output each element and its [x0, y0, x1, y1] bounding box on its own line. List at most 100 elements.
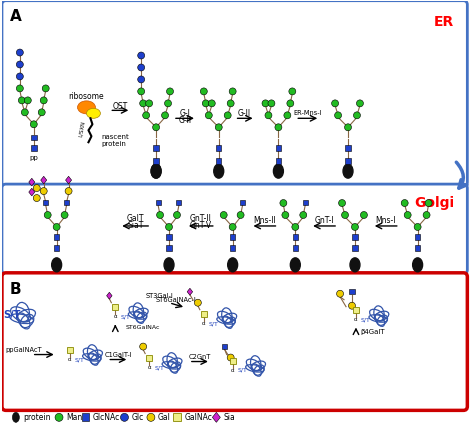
Circle shape	[335, 112, 342, 119]
Circle shape	[18, 97, 25, 104]
Circle shape	[44, 212, 51, 218]
Polygon shape	[187, 288, 192, 295]
Text: Mns-I: Mns-I	[375, 216, 396, 225]
Circle shape	[345, 124, 352, 131]
Bar	[276, 145, 281, 151]
Bar	[216, 145, 221, 151]
Bar	[146, 355, 152, 360]
Text: β4GalT: β4GalT	[360, 329, 384, 335]
Circle shape	[166, 88, 173, 95]
Circle shape	[227, 100, 234, 107]
Text: G-II: G-II	[178, 116, 191, 125]
Circle shape	[220, 212, 227, 218]
Circle shape	[414, 224, 421, 230]
Ellipse shape	[164, 258, 174, 272]
Circle shape	[202, 100, 210, 107]
Text: S/T: S/T	[120, 314, 130, 319]
Polygon shape	[212, 412, 220, 422]
Text: S/T: S/T	[3, 310, 20, 319]
Circle shape	[42, 85, 49, 92]
Circle shape	[205, 112, 212, 119]
Circle shape	[360, 212, 367, 218]
Circle shape	[120, 413, 128, 421]
Circle shape	[143, 112, 150, 119]
Circle shape	[425, 200, 432, 206]
Bar	[64, 200, 69, 205]
Text: α: α	[354, 317, 358, 322]
Polygon shape	[107, 292, 112, 299]
Bar	[173, 413, 182, 421]
Bar	[292, 245, 298, 251]
Circle shape	[282, 212, 289, 218]
Circle shape	[137, 64, 145, 71]
Bar	[112, 304, 118, 310]
Bar	[201, 311, 207, 316]
Text: nascent
protein: nascent protein	[101, 134, 129, 147]
Bar	[54, 245, 59, 251]
Circle shape	[30, 121, 37, 128]
Text: GalT: GalT	[127, 215, 144, 224]
Circle shape	[147, 413, 155, 421]
Circle shape	[287, 100, 294, 107]
Circle shape	[65, 187, 72, 194]
Text: ST6GalNAc-I: ST6GalNAc-I	[155, 297, 196, 303]
Circle shape	[229, 224, 236, 230]
Bar	[176, 200, 182, 205]
Polygon shape	[29, 188, 35, 196]
Circle shape	[40, 97, 47, 104]
Ellipse shape	[12, 412, 19, 422]
Circle shape	[61, 212, 68, 218]
Circle shape	[55, 413, 63, 421]
Circle shape	[137, 88, 145, 95]
Circle shape	[268, 100, 275, 107]
Circle shape	[356, 100, 364, 107]
Text: S/T: S/T	[237, 368, 247, 373]
Bar	[415, 245, 420, 251]
Circle shape	[140, 100, 146, 107]
Bar	[353, 307, 359, 313]
Text: B: B	[10, 282, 21, 297]
Bar	[82, 413, 90, 421]
Circle shape	[284, 112, 291, 119]
Text: GnT-I: GnT-I	[314, 216, 334, 225]
Circle shape	[53, 224, 60, 230]
Ellipse shape	[228, 258, 237, 272]
Bar	[415, 234, 420, 240]
Text: G-I: G-I	[180, 109, 191, 118]
Bar	[155, 200, 161, 205]
Circle shape	[262, 100, 269, 107]
Text: Sia: Sia	[223, 413, 235, 422]
FancyArrowPatch shape	[456, 162, 467, 188]
Text: α: α	[147, 365, 151, 370]
Text: ER: ER	[434, 15, 455, 29]
Circle shape	[38, 109, 45, 116]
Circle shape	[265, 112, 272, 119]
Circle shape	[404, 212, 411, 218]
Text: Mns-II: Mns-II	[253, 216, 276, 225]
Text: GnT-V: GnT-V	[190, 221, 212, 230]
Circle shape	[201, 88, 207, 95]
Ellipse shape	[214, 164, 224, 178]
Bar	[31, 145, 36, 151]
Circle shape	[40, 187, 47, 194]
Text: Glc: Glc	[131, 413, 144, 422]
Text: GlcNAc: GlcNAc	[92, 413, 120, 422]
Circle shape	[237, 212, 244, 218]
Text: GalNAc: GalNAc	[184, 413, 212, 422]
Ellipse shape	[273, 164, 283, 178]
Ellipse shape	[413, 258, 423, 272]
Text: protein: protein	[23, 413, 50, 422]
Bar	[292, 234, 298, 240]
Circle shape	[17, 61, 23, 68]
Bar	[66, 347, 73, 353]
FancyBboxPatch shape	[2, 1, 467, 186]
Circle shape	[229, 88, 236, 95]
Circle shape	[164, 100, 172, 107]
Text: C2GnT: C2GnT	[189, 353, 211, 359]
Bar	[222, 344, 228, 349]
Text: G-II: G-II	[238, 109, 251, 118]
Text: α: α	[231, 368, 235, 373]
Bar	[230, 245, 236, 251]
Bar	[276, 158, 281, 164]
Circle shape	[300, 212, 307, 218]
